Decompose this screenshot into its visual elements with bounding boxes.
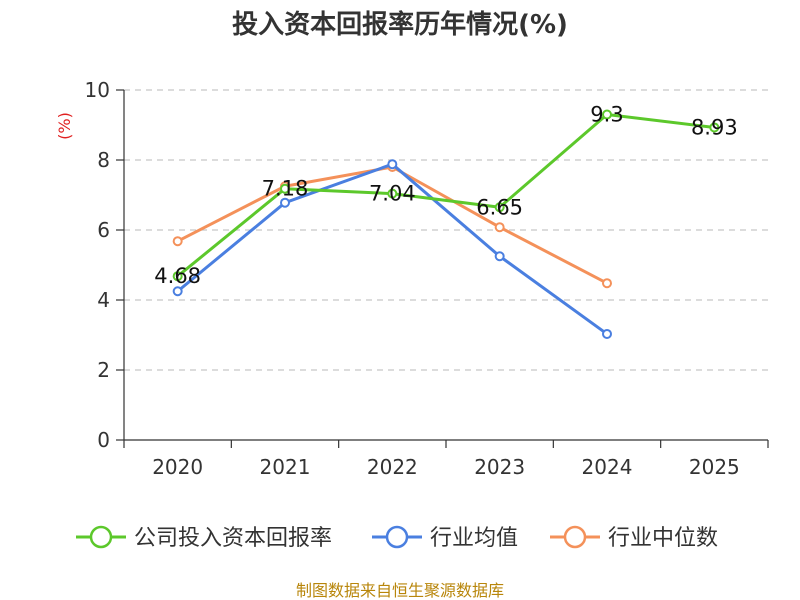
data-point-0 [387,188,398,199]
data-label: 7.04 [369,182,416,206]
y-tick-label: 0 [97,428,110,452]
chart-title: 投入资本回报率历年情况(%) [232,9,568,40]
series-line-0 [176,113,715,278]
x-tick-label: 2023 [474,455,525,479]
data-point-0 [172,271,183,282]
data-labels: 4.68 7.18 7.04 6.65 9.3 8.93 [154,103,737,289]
series-lines [172,109,720,339]
axes [116,89,769,448]
x-tick-label: 2020 [152,455,203,479]
legend-label-1: 行业均值 [430,526,518,551]
data-point-1 [387,159,398,170]
data-point-2 [172,236,183,247]
legend: 公司投入资本回报率 行业均值 行业中位数 [76,525,718,551]
legend-marker-1 [385,525,409,549]
y-tick-label: 6 [97,218,110,242]
data-point-0 [602,109,612,120]
legend-label-0: 公司投入资本回报率 [134,526,332,551]
source-note: 制图数据来自恒生聚源数据库 [296,581,504,600]
legend-label-2: 行业中位数 [608,526,718,551]
data-point-0 [494,202,505,213]
data-point-1 [172,286,183,297]
data-point-2 [494,222,505,233]
x-tick-label: 2024 [582,455,633,479]
data-label: 8.93 [691,115,738,139]
data-point-1 [602,328,612,339]
tick-labels: 0 2 4 6 8 10 2020 2021 2022 2023 2024 2025 [85,78,740,479]
x-tick-label: 2021 [260,455,311,479]
y-tick-label: 4 [97,288,110,312]
x-tick-label: 2025 [689,455,740,479]
data-point-2 [602,278,612,289]
grid-lines [124,89,768,371]
legend-marker-0 [89,525,113,549]
data-label: 7.18 [262,177,309,201]
data-label: 6.65 [476,195,523,219]
y-tick-label: 2 [97,358,110,382]
data-label: 9.3 [590,103,623,127]
legend-marker-2 [563,525,587,549]
y-tick-label: 8 [97,148,110,172]
data-point-1 [494,251,505,262]
x-tick-label: 2022 [367,455,418,479]
data-point-0 [280,183,290,194]
data-point-0 [709,122,720,133]
data-point-1 [280,197,290,208]
y-tick-label: 10 [85,78,110,102]
data-label: 4.68 [154,264,201,288]
y-axis-label: (%) [55,112,74,140]
